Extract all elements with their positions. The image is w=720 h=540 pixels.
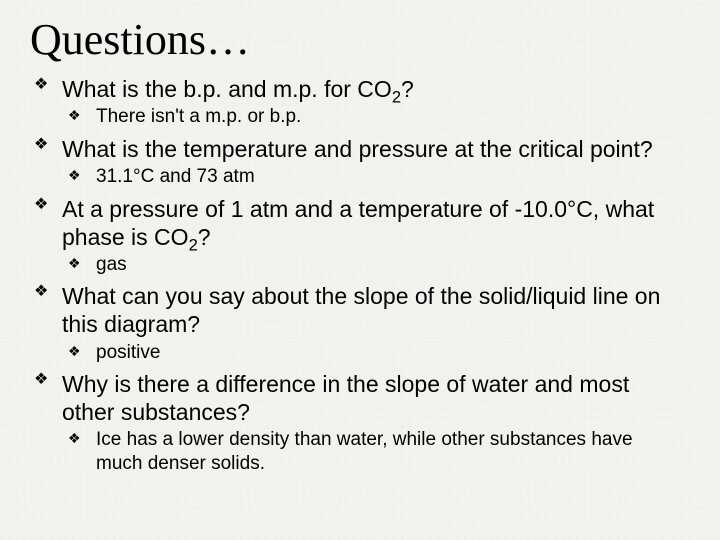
question-row: ❖At a pressure of 1 atm and a temperatur… bbox=[34, 195, 690, 251]
slide-title: Questions… bbox=[30, 14, 690, 65]
question-row: ❖What is the temperature and pressure at… bbox=[34, 135, 690, 163]
answer-text: Ice has a lower density than water, whil… bbox=[96, 428, 676, 476]
diamond-bullet-icon: ❖ bbox=[68, 341, 96, 360]
question-text: At a pressure of 1 atm and a temperature… bbox=[62, 195, 672, 251]
diamond-bullet-icon: ❖ bbox=[34, 75, 62, 96]
diamond-bullet-icon: ❖ bbox=[34, 370, 62, 391]
diamond-bullet-icon: ❖ bbox=[68, 253, 96, 272]
diamond-bullet-icon: ❖ bbox=[34, 195, 62, 216]
answer-row: ❖31.1°C and 73 atm bbox=[68, 165, 690, 189]
answer-row: ❖ positive bbox=[68, 341, 690, 365]
diamond-bullet-icon: ❖ bbox=[68, 428, 96, 447]
question-row: ❖What can you say about the slope of the… bbox=[34, 282, 690, 338]
question-text: What is the temperature and pressure at … bbox=[62, 135, 653, 163]
answer-text: There isn't a m.p. or b.p. bbox=[96, 105, 301, 129]
answer-row: ❖There isn't a m.p. or b.p. bbox=[68, 105, 690, 129]
answer-text: gas bbox=[96, 253, 127, 277]
question-row: ❖Why is there a difference in the slope … bbox=[34, 370, 690, 426]
answer-row: ❖Ice has a lower density than water, whi… bbox=[68, 428, 690, 476]
diamond-bullet-icon: ❖ bbox=[68, 165, 96, 184]
question-list: ❖What is the b.p. and m.p. for CO2?❖Ther… bbox=[30, 75, 690, 476]
answer-row: ❖gas bbox=[68, 253, 690, 277]
diamond-bullet-icon: ❖ bbox=[34, 282, 62, 303]
question-text: What is the b.p. and m.p. for CO2? bbox=[62, 75, 414, 103]
question-text: What can you say about the slope of the … bbox=[62, 282, 672, 338]
question-text: Why is there a difference in the slope o… bbox=[62, 370, 672, 426]
answer-text: positive bbox=[96, 341, 160, 365]
question-row: ❖What is the b.p. and m.p. for CO2? bbox=[34, 75, 690, 103]
answer-text: 31.1°C and 73 atm bbox=[96, 165, 255, 189]
diamond-bullet-icon: ❖ bbox=[68, 105, 96, 124]
diamond-bullet-icon: ❖ bbox=[34, 135, 62, 156]
